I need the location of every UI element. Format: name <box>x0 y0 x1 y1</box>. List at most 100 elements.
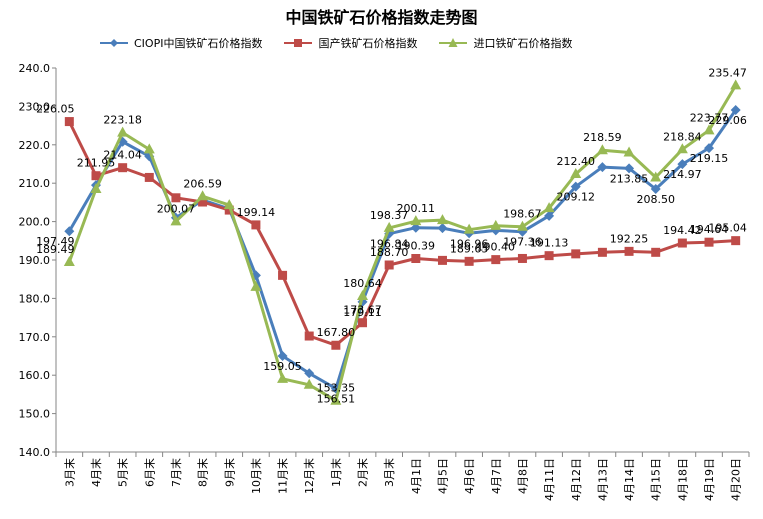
x-tick-label: 4月6日 <box>463 458 476 494</box>
x-tick-label: 4月19日 <box>703 458 716 501</box>
data-label: 194.42 <box>663 224 702 237</box>
data-point <box>704 237 714 247</box>
legend-item-ciopi: CIOPI中国铁矿石价格指数 <box>100 35 262 51</box>
data-point <box>330 394 342 405</box>
data-label: 212.40 <box>557 155 596 168</box>
data-label: 192.25 <box>610 232 649 245</box>
data-point <box>64 226 75 237</box>
legend-item-domestic: 国产铁矿石价格指数 <box>284 35 417 51</box>
data-label: 173.67 <box>343 304 382 317</box>
data-point <box>383 221 395 232</box>
data-point <box>677 238 687 248</box>
x-tick-label: 4月1日 <box>410 458 423 494</box>
data-point <box>357 289 369 300</box>
data-point <box>63 255 75 266</box>
x-tick-label: 6月末 <box>142 458 156 487</box>
data-point <box>570 181 581 192</box>
data-point <box>624 163 635 174</box>
legend-swatch-domestic <box>284 39 313 47</box>
data-point <box>437 255 447 265</box>
x-tick-label: 8月末 <box>196 458 210 487</box>
data-point <box>517 253 527 263</box>
data-label: 197.36 <box>503 236 542 249</box>
y-tick-label: 140.0 <box>19 446 51 459</box>
y-tick-label: 240.0 <box>19 62 51 75</box>
data-point <box>650 183 661 194</box>
data-label: 229.06 <box>708 114 747 127</box>
data-label: 223.77 <box>690 111 729 124</box>
data-point <box>304 331 314 341</box>
data-point <box>676 143 688 154</box>
y-tick-label: 230.0 <box>19 100 51 113</box>
data-point <box>277 372 289 383</box>
data-point <box>570 167 582 178</box>
data-point <box>64 117 74 127</box>
data-label: 179.11 <box>343 306 382 319</box>
x-tick-label: 4月8日 <box>516 458 529 494</box>
data-label: 218.59 <box>583 131 622 144</box>
data-point <box>543 202 555 213</box>
x-tick-label: 3月末 <box>382 458 396 487</box>
data-point <box>251 220 261 230</box>
data-point <box>143 143 155 154</box>
data-label: 194.64 <box>690 223 729 236</box>
x-tick-label: 4月15日 <box>650 458 663 501</box>
legend-swatch-imported <box>439 38 468 47</box>
data-label: 214.97 <box>663 168 702 181</box>
data-label: 218.84 <box>663 130 702 143</box>
x-tick-label: 9月末 <box>222 458 236 487</box>
data-point <box>197 190 209 201</box>
data-point <box>544 251 554 261</box>
data-label: 200.07 <box>157 202 196 215</box>
x-tick-label: 4月末 <box>89 458 103 487</box>
x-tick-label: 10月末 <box>249 458 263 494</box>
data-point <box>731 236 741 246</box>
data-label: 206.59 <box>183 177 222 190</box>
x-tick-label: 7月末 <box>169 458 183 487</box>
x-tick-label: 4月13日 <box>596 458 609 501</box>
data-point <box>118 163 128 173</box>
data-point <box>491 255 501 265</box>
data-point <box>198 197 208 207</box>
data-label: 199.14 <box>237 206 276 219</box>
data-label: 198.67 <box>503 208 542 221</box>
y-tick-label: 220.0 <box>19 139 51 152</box>
legend-label-ciopi: CIOPI中国铁矿石价格指数 <box>134 37 263 50</box>
data-label: 159.05 <box>263 360 302 373</box>
data-point <box>277 351 288 361</box>
data-point <box>170 215 182 226</box>
data-point <box>384 260 394 270</box>
data-point <box>464 256 474 266</box>
y-tick-label: 200.0 <box>19 216 51 229</box>
y-tick-label: 160.0 <box>19 369 51 382</box>
data-label: 189.65 <box>450 242 489 255</box>
chart-title: 中国铁矿石价格指数走势图 <box>285 8 478 27</box>
data-label: 223.18 <box>103 114 142 127</box>
data-point <box>437 223 448 234</box>
data-point <box>224 205 234 215</box>
data-point <box>650 171 662 182</box>
data-point <box>677 159 688 170</box>
y-tick-label: 150.0 <box>19 408 51 421</box>
data-label: 191.13 <box>530 237 569 250</box>
x-tick-label: 3月末 <box>62 458 76 487</box>
data-point <box>571 249 581 259</box>
data-label: 211.95 <box>77 157 116 170</box>
data-point <box>303 378 315 389</box>
data-label: 219.15 <box>690 152 729 165</box>
x-tick-label: 4月20日 <box>730 458 743 501</box>
data-label: 188.70 <box>370 246 409 259</box>
data-point <box>730 79 742 90</box>
x-tick-label: 1月末 <box>329 458 343 487</box>
data-point <box>410 215 422 226</box>
data-label: 156.51 <box>317 393 356 406</box>
data-point <box>703 124 715 135</box>
data-point <box>516 220 528 231</box>
chart-legend: CIOPI中国铁矿石价格指数 国产铁矿石价格指数 进口铁矿石价格指数 <box>100 34 572 52</box>
data-label: 226.05 <box>36 103 75 116</box>
data-point <box>704 143 715 154</box>
data-point <box>411 254 421 264</box>
y-tick-label: 180.0 <box>19 292 51 305</box>
data-point <box>624 246 634 256</box>
